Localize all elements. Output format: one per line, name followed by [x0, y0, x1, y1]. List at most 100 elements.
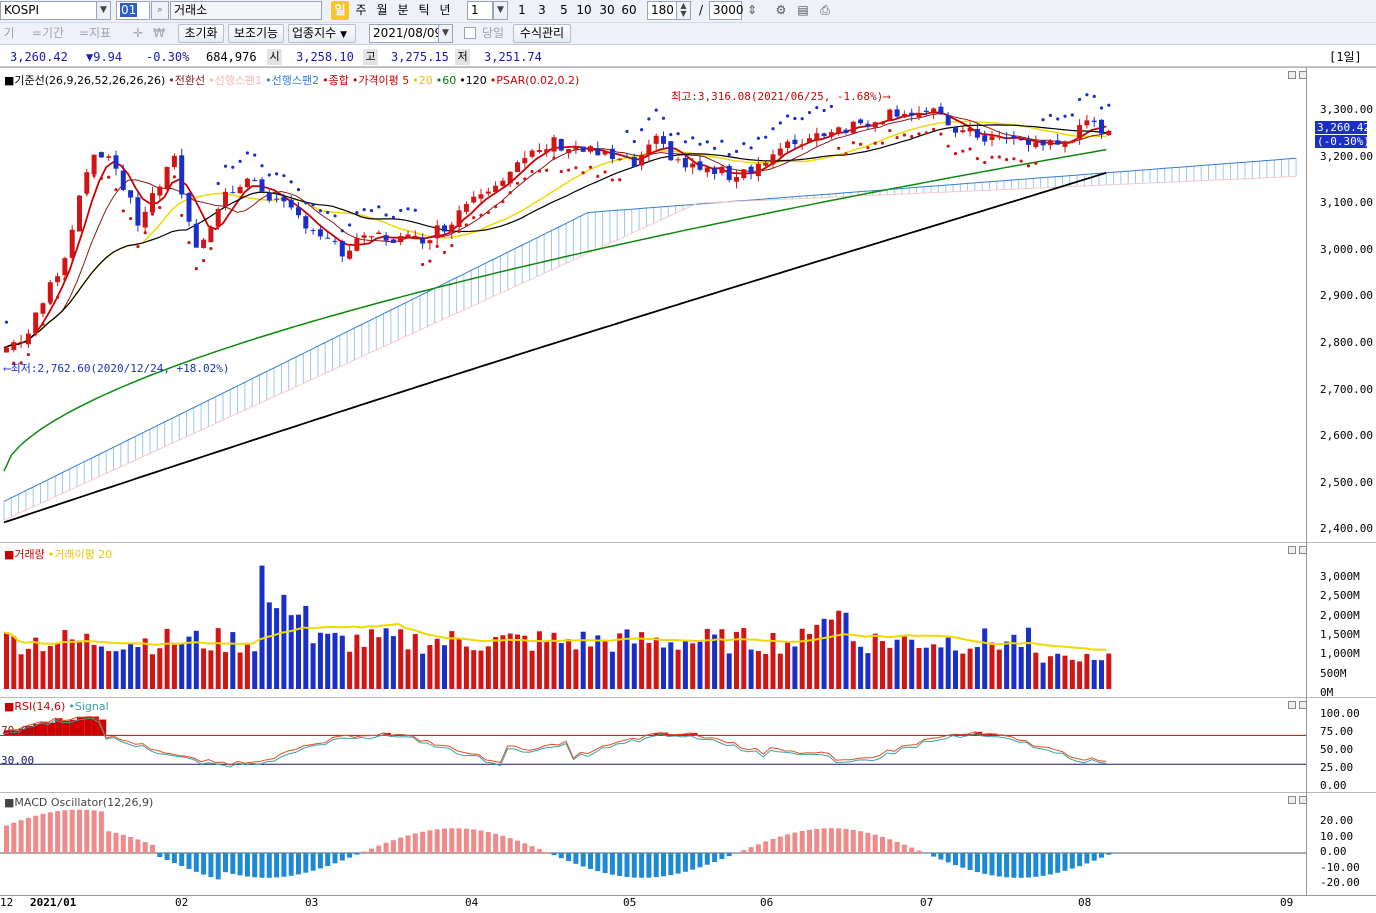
reset-button[interactable]: 초기화 [178, 24, 224, 43]
chart-canvas[interactable] [0, 0, 1306, 913]
price-legend-item-2[interactable]: •선행스팬1 [208, 74, 263, 87]
count-stepper-icon[interactable]: ▲ ▼ [676, 1, 691, 20]
volume-bar [1047, 656, 1053, 689]
period-tab-0[interactable]: 일 [331, 1, 349, 20]
candle-up [347, 250, 353, 259]
price-legend-item-0[interactable]: ■기준선(26,9,26,52,26,26,26) [4, 74, 166, 87]
rsi-legend-item-0[interactable]: ■RSI(14,6) [4, 700, 66, 713]
macd-bar [850, 829, 856, 853]
indicator-shortcut[interactable]: =지표 [78, 26, 112, 40]
volume-bar [405, 649, 411, 689]
volume-bar [208, 650, 214, 689]
rsi-panel[interactable] [0, 697, 1376, 792]
period-tab-3[interactable]: 분 [397, 3, 409, 17]
psar-dot [399, 208, 403, 213]
volume-legend-item-0[interactable]: ■거래량 [4, 548, 45, 561]
volume-bar [62, 630, 68, 689]
psar-dot [625, 129, 629, 134]
aux-function-button[interactable]: 보조기능 [228, 24, 284, 43]
psar-dot [413, 208, 417, 212]
candle-up [602, 151, 608, 155]
total-count-input[interactable]: 3000 [709, 1, 744, 20]
quick-interval-3[interactable]: 3 [538, 3, 546, 17]
macd-bar [814, 828, 820, 853]
today-checkbox[interactable] [464, 27, 476, 39]
macd-bar [865, 832, 871, 853]
price-legend-item-6[interactable]: •20 [412, 74, 433, 87]
period-badge[interactable]: [1일] [1329, 50, 1362, 64]
visible-count-input[interactable]: 180 [647, 1, 677, 20]
price-panel[interactable] [0, 67, 1376, 542]
rsi-legend-item-1[interactable]: •Signal [68, 700, 109, 713]
psar-dot [486, 210, 490, 215]
volume-panel-minimize-icon[interactable] [1288, 546, 1296, 554]
date-input[interactable]: 2021/08/09 [369, 24, 442, 43]
search-icon[interactable]: ⌕ [151, 1, 169, 20]
symbol-input[interactable]: KOSPI [0, 1, 97, 20]
symbol-dropdown-icon[interactable]: ▼ [96, 1, 111, 20]
rsi-panel-maximize-icon[interactable] [1299, 701, 1307, 709]
candle-down [682, 157, 688, 168]
date-dropdown-icon[interactable]: ▼ [438, 24, 453, 43]
macd-panel[interactable] [0, 792, 1376, 896]
symbol-code-field[interactable]: 01 [116, 1, 150, 20]
price-legend-item-3[interactable]: •선행스팬2 [265, 74, 320, 87]
macd-legend-item-0[interactable]: ■MACD Oscillator(12,26,9) [4, 796, 154, 809]
price-legend-item-8[interactable]: •120 [459, 74, 487, 87]
volume-panel[interactable] [0, 542, 1376, 697]
candle-up [47, 282, 53, 303]
candle-up [770, 154, 776, 165]
price-panel-maximize-icon[interactable] [1299, 71, 1307, 79]
psar-dot [815, 106, 819, 110]
price-legend-item-7[interactable]: •60 [435, 74, 457, 87]
macd-panel-maximize-icon[interactable] [1299, 796, 1307, 804]
save-icon[interactable]: ▤ [797, 3, 809, 17]
psar-dot [829, 104, 834, 109]
period-tab-2[interactable]: 월 [376, 3, 388, 17]
settings-gear-icon[interactable]: ⚙ [775, 3, 787, 17]
price-legend-item-1[interactable]: •전환선 [168, 74, 206, 87]
macd-panel-minimize-icon[interactable] [1288, 796, 1296, 804]
volume-bar [332, 632, 338, 689]
leading-span1-line [3, 176, 1297, 521]
quick-interval-30[interactable]: 30 [599, 3, 615, 17]
interval-input[interactable]: 1 [467, 1, 493, 20]
price-legend-item-9[interactable]: •PSAR(0.02,0.2) [489, 74, 580, 87]
candle-down [624, 156, 630, 158]
quick-interval-5[interactable]: 5 [560, 3, 568, 17]
period-tab-4[interactable]: 틱 [418, 3, 430, 17]
volume-panel-maximize-icon[interactable] [1299, 546, 1307, 554]
print-icon[interactable]: ⎙ [820, 3, 830, 17]
quick-interval-1[interactable]: 1 [518, 3, 526, 17]
period-tab-5[interactable]: 년 [439, 3, 451, 17]
currency-icon[interactable]: ₩ [153, 26, 165, 40]
rsi-panel-minimize-icon[interactable] [1288, 701, 1296, 709]
candle-up [836, 127, 842, 134]
macd-bar [150, 844, 155, 853]
period-shortcut[interactable]: 기 [3, 26, 15, 40]
sector-index-button[interactable]: 업종지수 ▼ [288, 24, 356, 43]
volume-legend-item-1[interactable]: •거래이평 20 [47, 548, 113, 561]
range-shortcut[interactable]: =기간 [31, 26, 65, 40]
count-apply-icon[interactable]: ⇕ [746, 3, 758, 17]
crosshair-icon[interactable]: ✛ [132, 26, 144, 40]
psar-dot [223, 164, 228, 168]
formula-manage-button[interactable]: 수식관리 [513, 24, 571, 43]
price-panel-minimize-icon[interactable] [1288, 71, 1296, 79]
candle-down [558, 139, 564, 151]
price-legend-item-5[interactable]: •가격이평 5 [351, 74, 410, 87]
candle-up [1084, 120, 1090, 126]
interval-dropdown-icon[interactable]: ▼ [493, 1, 508, 20]
volume-bar [281, 594, 287, 689]
candle-up [369, 236, 374, 238]
period-tab-1[interactable]: 주 [355, 3, 367, 17]
macd-bar [836, 828, 842, 853]
price-y-label: 3,300.00 [1320, 103, 1373, 116]
today-label: 당일 [481, 26, 505, 40]
x-axis-label: 04 [465, 896, 479, 909]
quick-interval-10[interactable]: 10 [576, 3, 592, 17]
macd-bar [982, 853, 988, 874]
price-y-label: 2,800.00 [1320, 336, 1373, 349]
quick-interval-60[interactable]: 60 [621, 3, 637, 17]
price-legend-item-4[interactable]: •종합 [322, 74, 349, 87]
